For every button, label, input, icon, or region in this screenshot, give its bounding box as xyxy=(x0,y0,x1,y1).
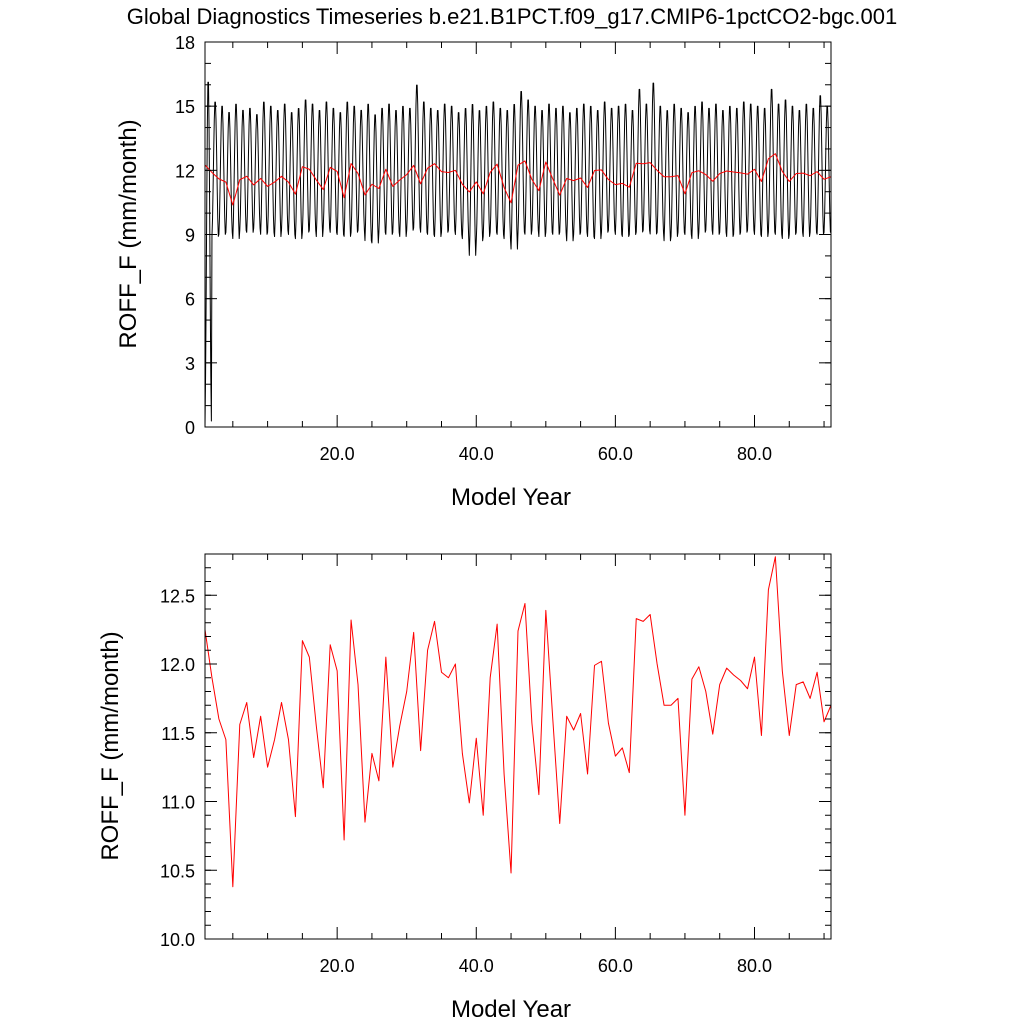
x-tick-label: 20.0 xyxy=(320,444,355,464)
top-x-axis-label: Model Year xyxy=(451,484,571,511)
y-tick-label: 0 xyxy=(185,418,195,438)
y-tick-label: 3 xyxy=(185,354,195,374)
y-tick-label: 10.0 xyxy=(160,930,195,950)
top-y-axis-label: ROFF_F (mm/month) xyxy=(115,119,142,348)
x-tick-label: 80.0 xyxy=(737,956,772,976)
y-tick-label: 6 xyxy=(185,290,195,310)
top-monthly-line xyxy=(204,81,832,428)
figure-title: Global Diagnostics Timeseries b.e21.B1PC… xyxy=(127,4,897,29)
x-tick-label: 60.0 xyxy=(598,444,633,464)
y-tick-label: 12.5 xyxy=(160,586,195,606)
y-tick-label: 11.5 xyxy=(161,724,195,744)
x-tick-label: 60.0 xyxy=(598,956,633,976)
bottom-series-annual xyxy=(204,556,832,888)
y-tick-label: 10.5 xyxy=(160,861,195,881)
bottom-ticks: 20.0 40.0 60.0 80.0 10.0 10.5 11.0 11.5 12.0 12.5 xyxy=(160,553,831,976)
y-tick-label: 18 xyxy=(175,33,195,53)
y-tick-label: 15 xyxy=(175,97,195,117)
x-tick-label: 40.0 xyxy=(459,444,494,464)
bottom-panel: 20.0 40.0 60.0 80.0 10.0 10.5 11.0 11.5 12.0 12.5… xyxy=(97,553,832,1023)
x-tick-label: 20.0 xyxy=(320,956,355,976)
y-tick-label: 9 xyxy=(185,226,195,246)
x-tick-label: 80.0 xyxy=(737,444,772,464)
bottom-y-axis-label: ROFF_F (mm/month) xyxy=(97,631,124,860)
top-series-annual xyxy=(204,153,832,206)
x-tick-label: 40.0 xyxy=(459,956,494,976)
top-ticks: 20.0 40.0 60.0 80.0 0 3 6 9 12 15 18 xyxy=(175,33,831,464)
bottom-annual-line xyxy=(204,556,832,888)
y-tick-label: 12.0 xyxy=(160,655,195,675)
top-series-monthly xyxy=(204,81,832,428)
bottom-plot-frame xyxy=(204,553,832,940)
y-tick-label: 12 xyxy=(175,161,195,181)
bottom-x-axis-label: Model Year xyxy=(451,996,571,1023)
y-tick-label: 11.0 xyxy=(161,793,195,813)
top-annual-line xyxy=(204,153,832,206)
top-panel: 20.0 40.0 60.0 80.0 0 3 6 9 12 15 18 Model Year RO… xyxy=(115,33,832,511)
